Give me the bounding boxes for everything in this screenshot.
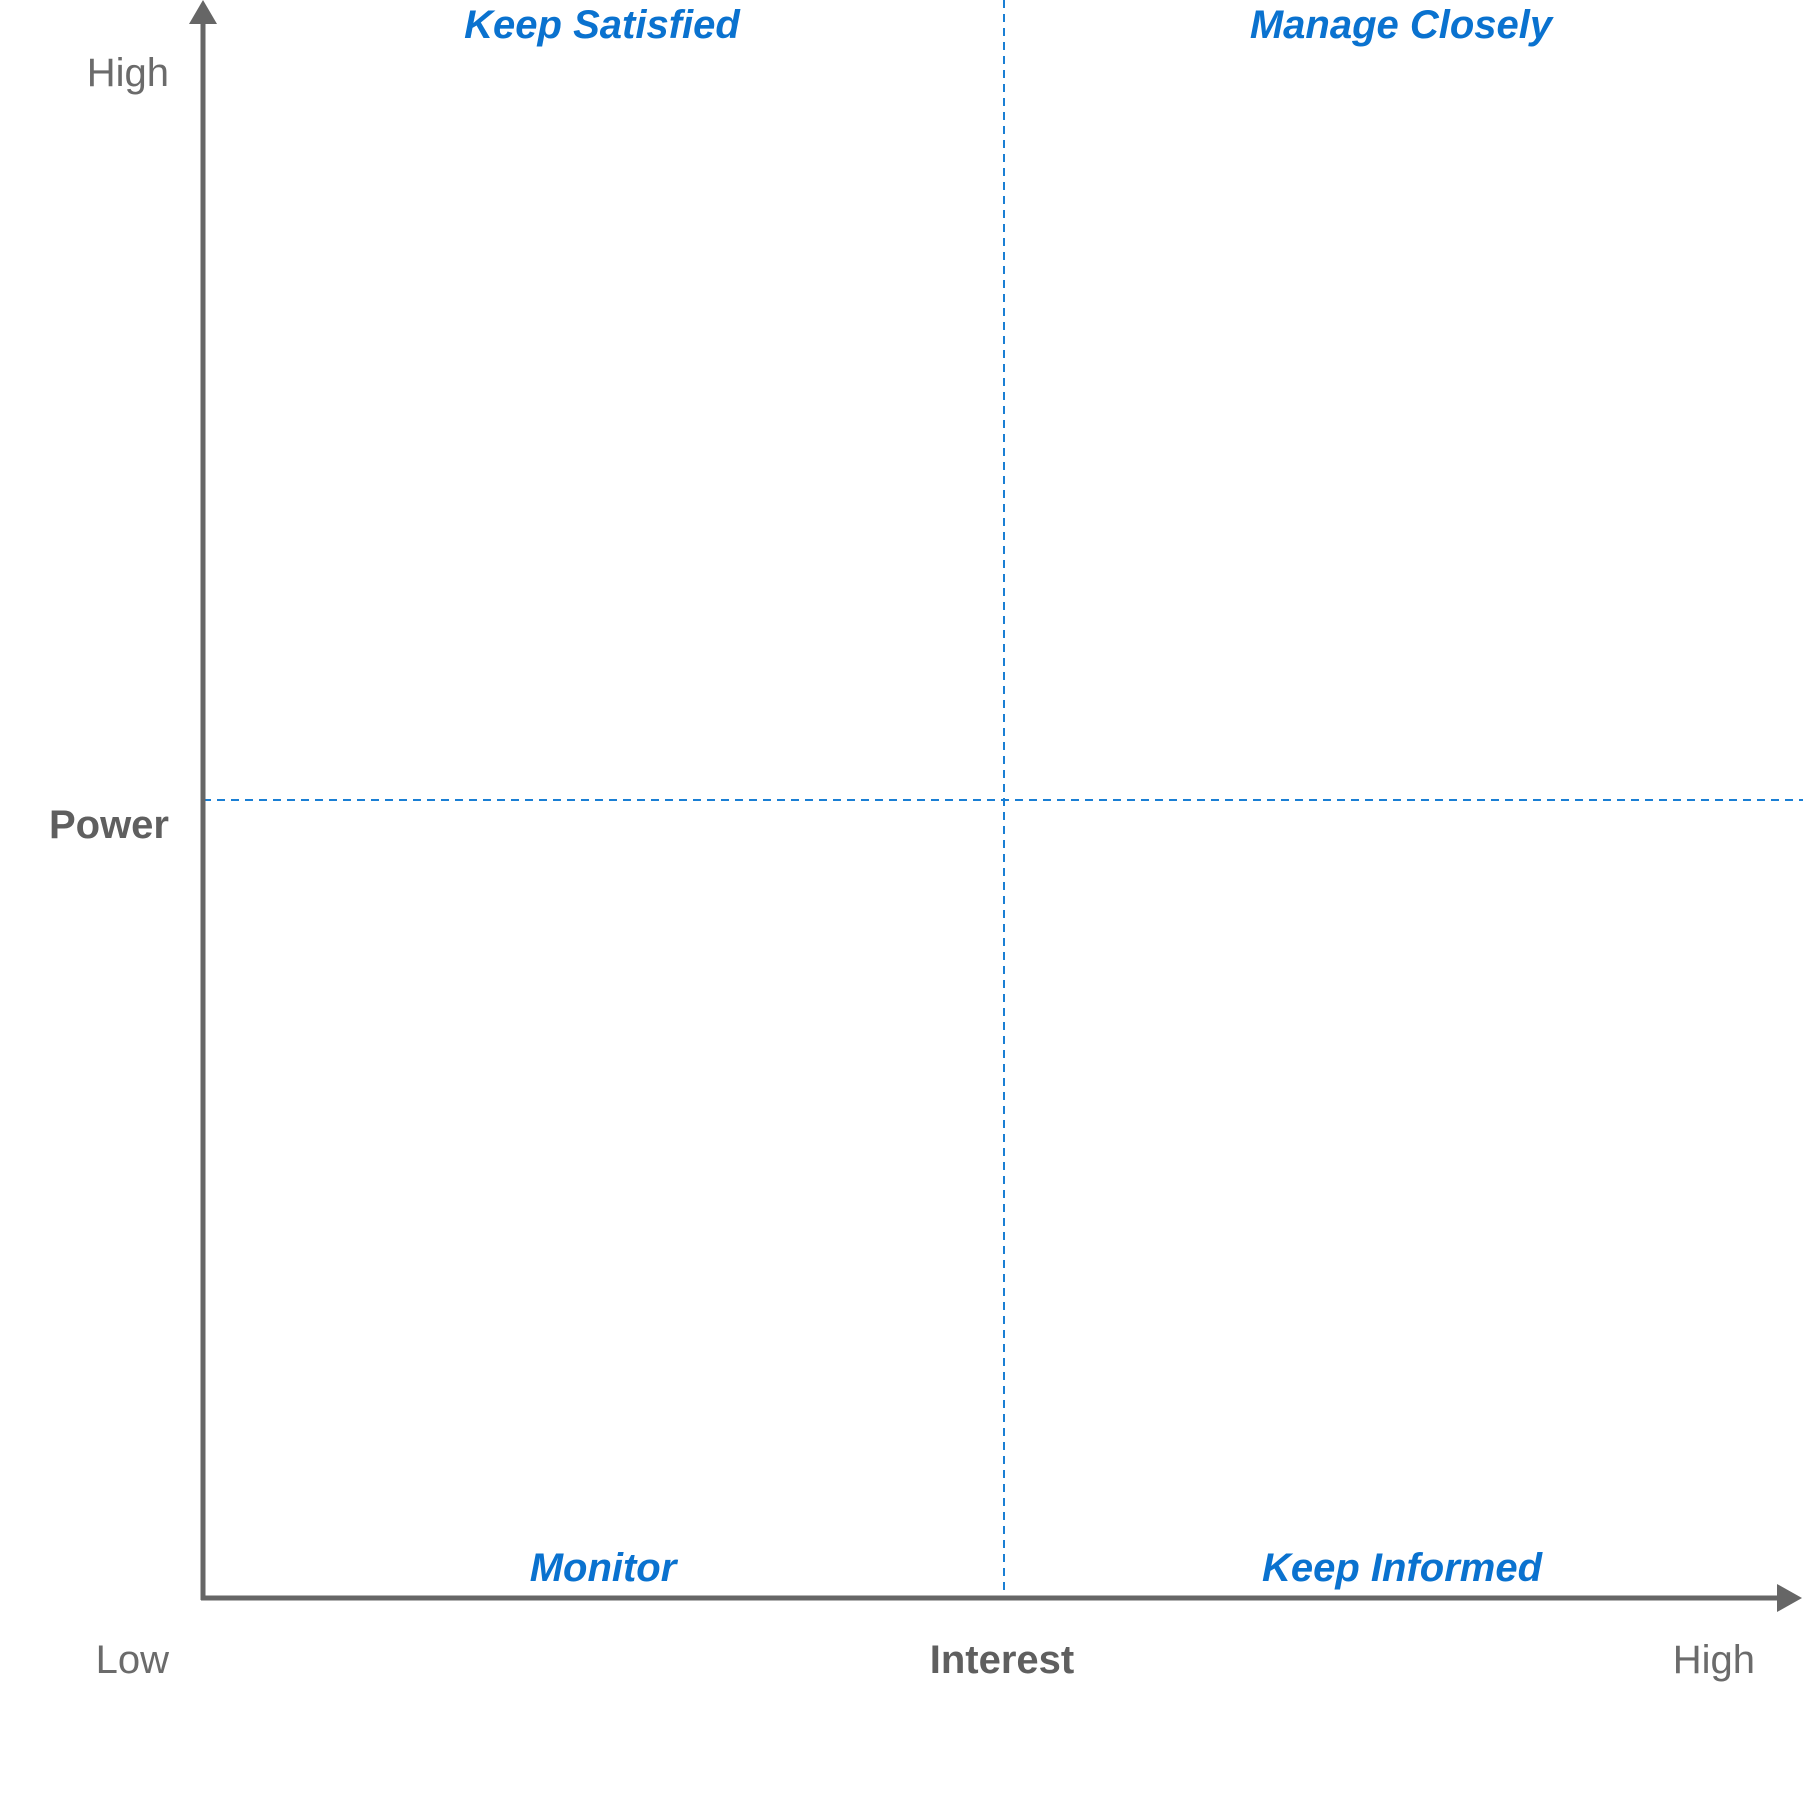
quadrant-label-bottom-left: Monitor [530, 1546, 679, 1590]
x-axis-arrow-icon [1777, 1584, 1802, 1612]
quadrant-label-bottom-right: Keep Informed [1262, 1546, 1544, 1590]
x-axis-high-label: High [1673, 1638, 1755, 1682]
quadrant-label-top-right: Manage Closely [1250, 3, 1554, 47]
y-axis-high-label: High [87, 51, 169, 95]
quadrant-label-top-left: Keep Satisfied [464, 3, 741, 47]
y-axis-title: Power [49, 803, 169, 847]
y-axis-arrow-icon [189, 0, 217, 24]
x-axis-title: Interest [930, 1638, 1075, 1682]
x-axis-low-label: Low [96, 1638, 169, 1682]
